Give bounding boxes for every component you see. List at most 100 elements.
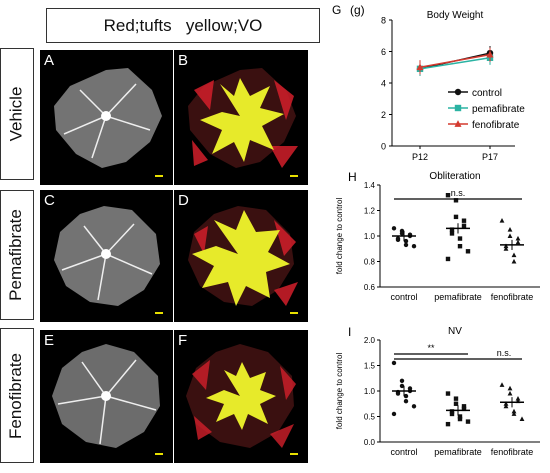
y-axis-label: fold change to control — [335, 353, 344, 430]
retina-flatmount-e — [52, 344, 160, 448]
panel-letter: I — [348, 325, 351, 339]
series-line-pemafibrate — [419, 57, 491, 70]
data-point-fenofibrate — [503, 246, 509, 251]
data-point-control — [395, 237, 401, 243]
figure-header: Red;tufts yellow;VO — [46, 8, 320, 43]
data-point-control — [403, 399, 409, 404]
y-tick-label: 4 — [381, 79, 386, 89]
data-point-pemafibrate — [465, 249, 471, 254]
data-point-pemafibrate — [457, 414, 463, 419]
panel-letter: G — [332, 3, 341, 17]
y-tick-label: 0 — [381, 142, 386, 152]
row-label-vehicle-wrap: Vehicle — [0, 48, 32, 180]
panel-label-c: C — [44, 192, 55, 209]
data-point-fenofibrate — [515, 239, 521, 245]
data-point-pemafibrate — [461, 406, 467, 412]
data-point-fenofibrate — [511, 411, 517, 416]
y-axis-label: fold change to control — [335, 198, 344, 275]
chart-title: NV — [448, 326, 462, 337]
data-point-fenofibrate — [503, 243, 509, 249]
panel-label-f: F — [178, 332, 188, 349]
x-tick-label: fenofibrate — [491, 447, 534, 457]
row-label-pemafibrate-wrap: Pemafibrate — [0, 190, 32, 320]
data-point-pemafibrate — [461, 223, 467, 228]
panel-d-vo-tufts-pemafibrate: D — [174, 190, 308, 322]
data-point-fenofibrate — [503, 403, 509, 409]
scale-bar — [155, 175, 163, 177]
chart-title: Obliteration — [429, 171, 480, 182]
data-point-control — [411, 404, 417, 409]
scale-bar — [290, 312, 298, 314]
panel-label-a: A — [44, 52, 55, 69]
row-label-fenofibrate: Fenofibrate — [6, 352, 25, 439]
row-label-vehicle: Vehicle — [6, 86, 26, 142]
data-point-pemafibrate — [453, 396, 459, 401]
data-point-pemafibrate — [445, 421, 451, 427]
y-tick-label: 1.0 — [364, 232, 376, 241]
significance-label: ** — [427, 343, 435, 353]
row-label-box-fenofibrate — [0, 328, 34, 463]
data-point-pemafibrate — [457, 416, 463, 422]
legend-marker-pemafibrate — [454, 104, 462, 112]
y-tick-label: 8 — [381, 16, 386, 26]
data-point-control — [399, 231, 405, 236]
y-tick-label: 1.2 — [364, 207, 376, 216]
data-point-pemafibrate — [449, 231, 455, 236]
panel-f-vo-tufts-fenofibrate: F — [174, 330, 308, 463]
data-point-control — [391, 411, 397, 417]
y-tick-label: 0.6 — [364, 283, 376, 292]
retina-overlay-b — [188, 68, 298, 168]
panel-b-vo-tufts-vehicle: B — [174, 50, 308, 185]
data-point-fenofibrate — [515, 396, 521, 401]
retina-overlay-d — [188, 206, 298, 306]
scale-bar — [155, 453, 163, 455]
data-point-control — [403, 393, 409, 399]
row-label-fenofibrate-wrap: Fenofibrate — [0, 328, 32, 463]
chart-obliteration: H Obliteration fold change to control 0.6 0.… — [335, 170, 540, 302]
retina-flatmount-a — [54, 68, 162, 168]
data-point-fenofibrate — [507, 390, 513, 396]
y-tick-label: 2.0 — [364, 336, 376, 345]
panel-letter: H — [348, 170, 357, 184]
data-point-pemafibrate — [465, 419, 471, 424]
legend-marker-fenofibrate — [454, 120, 462, 127]
retina-overlay-f — [186, 344, 296, 448]
data-point-fenofibrate — [486, 50, 494, 58]
data-point-fenofibrate — [511, 252, 517, 258]
y-tick-label: 6 — [381, 47, 386, 57]
row-label-box-vehicle — [0, 48, 34, 180]
x-tick-label: pemafibrate — [434, 292, 482, 302]
y-tick-label: 1.4 — [364, 181, 376, 190]
data-point-control — [395, 391, 401, 396]
panel-a-retina-vehicle: A — [40, 50, 173, 185]
series-line-fenofibrate — [419, 53, 491, 68]
y-tick-label: 2 — [381, 110, 386, 120]
panel-label-e: E — [44, 332, 55, 349]
scale-bar — [290, 453, 298, 455]
data-point-fenofibrate — [499, 382, 505, 387]
data-point-pemafibrate — [457, 236, 463, 241]
significance-label: n.s. — [497, 348, 512, 358]
data-point-pemafibrate — [449, 227, 455, 232]
data-point-control — [411, 244, 417, 249]
x-tick-label: P12 — [412, 152, 428, 162]
data-point-pemafibrate — [457, 244, 463, 249]
data-point-pemafibrate — [445, 256, 451, 262]
data-point-fenofibrate — [507, 233, 513, 238]
chart-body-weight: G (g) Body Weight 0 2 4 6 8 P12 P17 control pemafib… — [332, 3, 525, 162]
legend-label-fenofibrate: fenofibrate — [472, 120, 520, 131]
row-label-box-pemafibrate — [0, 190, 34, 320]
x-tick-label: control — [390, 292, 417, 302]
significance-label: n.s. — [451, 188, 466, 198]
panel-label-d: D — [178, 192, 189, 209]
x-tick-label: pemafibrate — [434, 447, 482, 457]
panel-c-retina-pemafibrate: C — [40, 190, 173, 322]
row-label-pemafibrate: Pemafibrate — [6, 209, 26, 301]
data-point-control — [403, 238, 409, 244]
y-tick-label: 1.5 — [364, 362, 376, 371]
data-point-fenofibrate — [515, 235, 521, 241]
data-point-fenofibrate — [507, 226, 513, 232]
data-point-control — [391, 226, 397, 231]
data-point-fenofibrate — [507, 385, 513, 391]
data-point-pemafibrate — [445, 193, 451, 198]
